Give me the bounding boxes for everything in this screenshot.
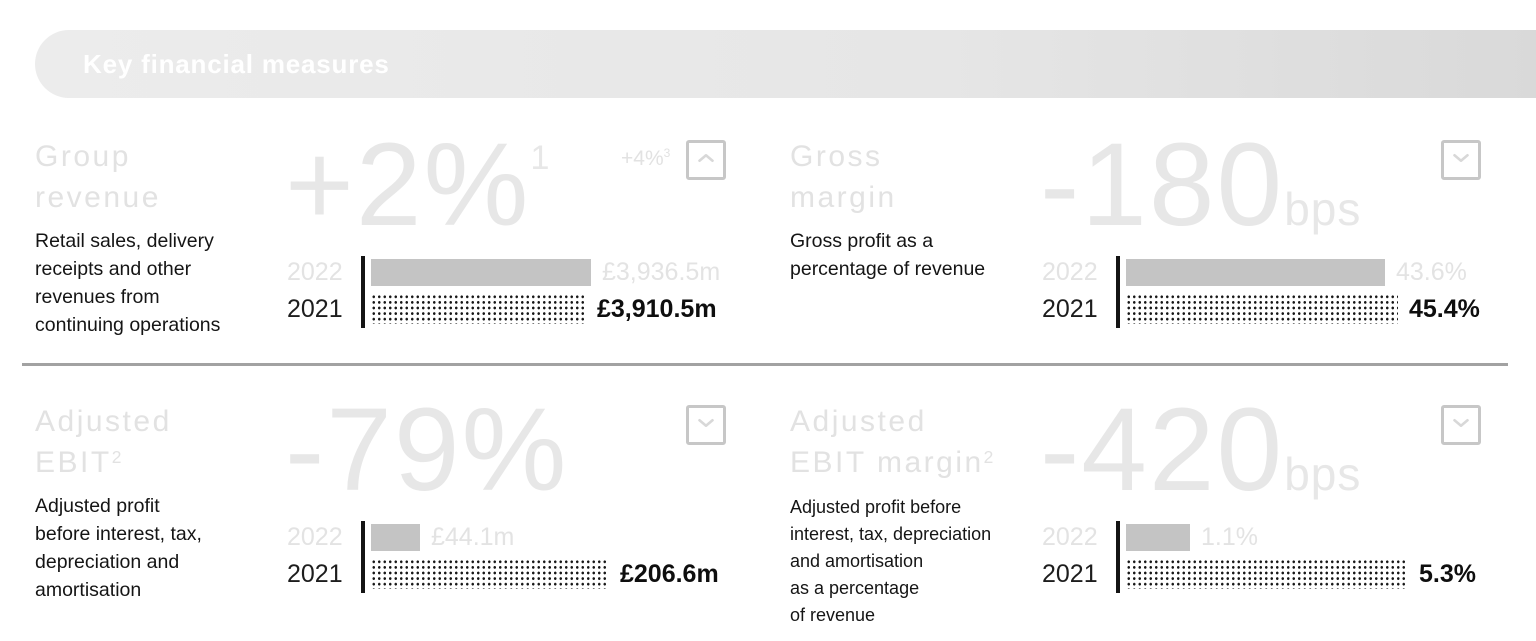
bar-value-label: 45.4%	[1409, 294, 1480, 323]
chevron-up-icon	[693, 145, 719, 176]
panel-description: Gross profit as a percentage of revenue	[790, 230, 986, 281]
bar-value-label: £206.6m	[620, 559, 719, 588]
panel-title-line2: margin	[790, 181, 897, 215]
headline-change-stat: -420bps	[1040, 388, 1362, 513]
panel-title-line1: Gross	[790, 140, 883, 173]
bar-value-label: £3,910.5m	[597, 294, 717, 323]
panel-description: Adjusted profit before interest, tax, de…	[790, 497, 992, 625]
bar-value-label: 1.1%	[1201, 523, 1258, 551]
chevron-down-icon	[1448, 145, 1474, 176]
chart-axis	[1116, 521, 1120, 593]
bar-row-2021: 2021 5.3%	[1042, 559, 1476, 589]
bar-row-2021: 2021 £3,910.5m	[287, 294, 717, 324]
panel-title: Adjusted EBIT2	[35, 401, 172, 484]
section-title: Key financial measures	[83, 48, 390, 79]
note-value: +4%	[621, 147, 664, 170]
bar-row-2022: 2022 1.1%	[1042, 523, 1258, 552]
chevron-down-icon	[1448, 410, 1474, 441]
bar-value-label: £3,936.5m	[602, 258, 721, 286]
stat-value: -180	[1040, 119, 1285, 251]
stat-value: +2%	[285, 119, 531, 251]
year-label: 2021	[287, 559, 343, 588]
bar-2021	[1126, 559, 1408, 589]
bar-2022	[371, 524, 420, 551]
year-label: 2022	[287, 523, 343, 551]
chart-axis	[361, 256, 365, 328]
bar-chart-group-revenue: 2022 £3,936.5m 2021 £3,910.5m	[287, 255, 777, 329]
bar-chart-gross-margin: 2022 43.6% 2021 45.4%	[1042, 255, 1532, 329]
panel-description: Retail sales, delivery receipts and othe…	[35, 230, 221, 337]
note-footnote: 3	[663, 146, 671, 160]
chevron-down-icon	[693, 410, 719, 441]
trend-down-indicator	[1441, 405, 1481, 445]
headline-change-stat: +2%1	[285, 123, 550, 248]
trend-down-indicator	[686, 405, 726, 445]
trend-up-indicator	[686, 140, 726, 180]
panel-title: Adjusted EBIT margin2	[790, 401, 996, 484]
panel-description: Adjusted profit before interest, tax, de…	[35, 495, 202, 602]
year-label: 2022	[1042, 258, 1098, 286]
year-label: 2021	[1042, 294, 1098, 323]
bar-row-2021: 2021 £206.6m	[287, 559, 719, 589]
panel-title-footnote: 2	[111, 447, 124, 468]
bar-row-2022: 2022 43.6%	[1042, 258, 1467, 287]
stat-value: -420	[1040, 384, 1285, 516]
trend-down-indicator	[1441, 140, 1481, 180]
bar-value-label: £44.1m	[431, 523, 515, 551]
panel-adjusted-ebit-margin: Adjusted EBIT margin2 Adjusted profit bef…	[790, 388, 1536, 641]
headline-change-stat: -79%	[285, 388, 568, 513]
panel-title-footnote: 2	[983, 447, 996, 468]
year-label: 2021	[287, 294, 343, 323]
panel-title-line2: EBIT	[35, 446, 112, 480]
year-label: 2022	[287, 258, 343, 286]
bar-value-label: 43.6%	[1396, 258, 1467, 286]
bar-2021	[371, 559, 609, 589]
stat-footnote: 1	[530, 139, 550, 177]
bar-row-2022: 2022 £3,936.5m	[287, 258, 720, 287]
panel-title-line2: EBIT margin	[790, 446, 984, 480]
horizontal-divider	[22, 363, 1508, 366]
bar-row-2021: 2021 45.4%	[1042, 294, 1480, 324]
panel-adjusted-ebit: Adjusted EBIT2 Adjusted profit before int…	[35, 388, 783, 641]
bar-2022	[1126, 259, 1385, 286]
section-header-band: Key financial measures	[35, 30, 1536, 98]
panel-title-line1: Adjusted	[35, 405, 172, 438]
year-label: 2022	[1042, 523, 1098, 551]
secondary-change-note: +4%3	[621, 146, 670, 171]
headline-change-stat: -180bps	[1040, 123, 1362, 248]
bar-2021	[1126, 294, 1398, 324]
stat-unit: bps	[1284, 448, 1362, 500]
bar-chart-adjusted-ebit: 2022 £44.1m 2021 £206.6m	[287, 520, 777, 594]
bar-2022	[1126, 524, 1190, 551]
panel-gross-margin: Gross margin Gross profit as a percentage…	[790, 123, 1536, 392]
panel-group-revenue: Group revenue Retail sales, delivery rece…	[35, 123, 783, 392]
bar-2021	[371, 294, 586, 324]
bar-2022	[371, 259, 591, 286]
stat-unit: bps	[1284, 183, 1362, 235]
bar-value-label: 5.3%	[1419, 559, 1476, 588]
panel-title: Group revenue	[35, 136, 161, 219]
panel-title-line1: Adjusted	[790, 405, 927, 438]
chart-axis	[361, 521, 365, 593]
bar-chart-adjusted-ebit-margin: 2022 1.1% 2021 5.3%	[1042, 520, 1532, 594]
chart-axis	[1116, 256, 1120, 328]
panel-title: Gross margin	[790, 136, 897, 219]
panel-title-line2: revenue	[35, 181, 161, 215]
stat-value: -79%	[285, 384, 569, 516]
bar-row-2022: 2022 £44.1m	[287, 523, 514, 552]
year-label: 2021	[1042, 559, 1098, 588]
panel-title-line1: Group	[35, 140, 131, 173]
